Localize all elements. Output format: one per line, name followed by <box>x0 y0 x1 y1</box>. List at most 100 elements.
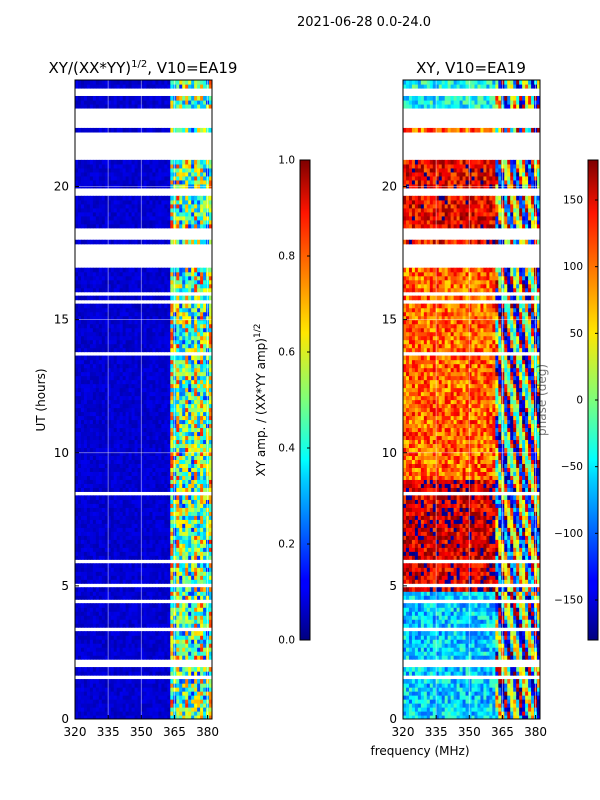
heatmap-cell <box>95 691 100 696</box>
heatmap-cell <box>80 203 85 209</box>
heatmap-cell <box>176 695 180 700</box>
heatmap-cell <box>200 615 204 620</box>
heatmap-cell <box>89 275 94 281</box>
heatmap-cell <box>167 563 171 568</box>
heatmap-cell <box>167 523 171 528</box>
heatmap-cell <box>194 571 198 576</box>
heatmap-cell <box>119 339 124 345</box>
heatmap-cell <box>122 515 127 520</box>
heatmap-cell <box>200 711 204 716</box>
heatmap-cell <box>101 523 106 528</box>
heatmap-cell <box>170 451 174 457</box>
heatmap-cell <box>92 467 97 472</box>
heatmap-cell <box>116 563 121 568</box>
heatmap-cell <box>137 579 142 584</box>
heatmap-cell <box>140 715 145 719</box>
heatmap-cell <box>161 511 165 516</box>
heatmap-cell <box>161 707 165 712</box>
heatmap-cell <box>197 219 201 225</box>
heatmap-cell <box>128 311 133 317</box>
heatmap-cell <box>125 407 130 413</box>
heatmap-cell <box>101 667 106 672</box>
heatmap-cell <box>77 543 82 548</box>
heatmap-cell <box>125 343 130 349</box>
heatmap-cell <box>170 611 174 616</box>
heatmap-cell <box>77 439 82 445</box>
heatmap-cell <box>77 711 82 716</box>
heatmap-cell <box>92 691 97 696</box>
heatmap-cell <box>155 579 159 584</box>
heatmap-cell <box>128 703 133 708</box>
heatmap-cell <box>173 319 177 325</box>
heatmap-cell <box>137 211 142 217</box>
heatmap-cell <box>170 303 174 309</box>
heatmap-cell <box>110 275 115 281</box>
heatmap-cell <box>143 695 148 700</box>
heatmap-cell <box>131 383 136 389</box>
heatmap-cell <box>161 459 165 464</box>
heatmap-cell <box>167 631 171 636</box>
heatmap-cell <box>182 379 186 385</box>
heatmap-cell <box>155 523 159 528</box>
heatmap-cell <box>143 295 148 301</box>
heatmap-cell <box>83 367 88 373</box>
heatmap-cell <box>203 307 207 313</box>
heatmap-cell <box>80 387 85 393</box>
heatmap-cell <box>83 575 88 580</box>
heatmap-cell <box>173 387 177 393</box>
heatmap-cell <box>191 563 195 568</box>
heatmap-cell <box>179 623 183 628</box>
heatmap-cell <box>143 619 148 624</box>
heatmap-cell <box>101 371 106 377</box>
heatmap-cell <box>98 647 103 652</box>
heatmap-cell <box>107 339 112 345</box>
heatmap-cell <box>83 479 88 484</box>
heatmap-cell <box>152 479 157 484</box>
heatmap-cell <box>209 275 212 281</box>
heatmap-cell <box>185 311 189 317</box>
heatmap-cell <box>140 535 145 540</box>
heatmap-cell <box>83 331 88 337</box>
heatmap-cell <box>137 603 142 608</box>
heatmap-cell <box>116 411 121 417</box>
heatmap-cell <box>143 487 148 492</box>
heatmap-cell <box>170 519 174 524</box>
heatmap-cell <box>146 595 151 600</box>
heatmap-cell <box>113 207 118 213</box>
heatmap-cell <box>182 331 186 337</box>
heatmap-cell <box>191 467 195 472</box>
heatmap-cell <box>77 415 82 421</box>
heatmap-cell <box>161 595 165 600</box>
heatmap-cell <box>143 455 148 460</box>
heatmap-cell <box>152 279 157 285</box>
heatmap-cell <box>161 635 165 640</box>
heatmap-cell <box>125 207 130 213</box>
figure-suptitle: 2021-06-28 0.0-24.0 <box>297 15 431 30</box>
heatmap-cell <box>75 267 79 273</box>
heatmap-cell <box>75 383 79 389</box>
heatmap-cell <box>80 643 85 648</box>
heatmap-cell <box>209 579 212 584</box>
heatmap-cell <box>200 207 204 213</box>
heatmap-cell <box>89 527 94 532</box>
heatmap-cell <box>191 431 195 437</box>
heatmap-cell <box>128 699 133 704</box>
heatmap-cell <box>83 631 88 636</box>
heatmap-cell <box>155 387 159 393</box>
heatmap-cell <box>89 615 94 620</box>
heatmap-cell <box>152 431 157 437</box>
heatmap-cell <box>185 695 189 700</box>
heatmap-cell <box>146 679 151 684</box>
heatmap-cell <box>104 347 109 353</box>
heatmap-cell <box>194 475 198 480</box>
heatmap-cell <box>113 671 118 676</box>
heatmap-cell <box>209 431 212 437</box>
heatmap-cell <box>107 203 112 209</box>
heatmap-cell <box>110 707 115 712</box>
heatmap-cell <box>173 311 177 317</box>
heatmap-cell <box>101 567 106 572</box>
heatmap-cell <box>149 467 154 472</box>
heatmap-cell <box>119 239 124 245</box>
heatmap-cell <box>146 503 151 508</box>
heatmap-cell <box>155 467 159 472</box>
